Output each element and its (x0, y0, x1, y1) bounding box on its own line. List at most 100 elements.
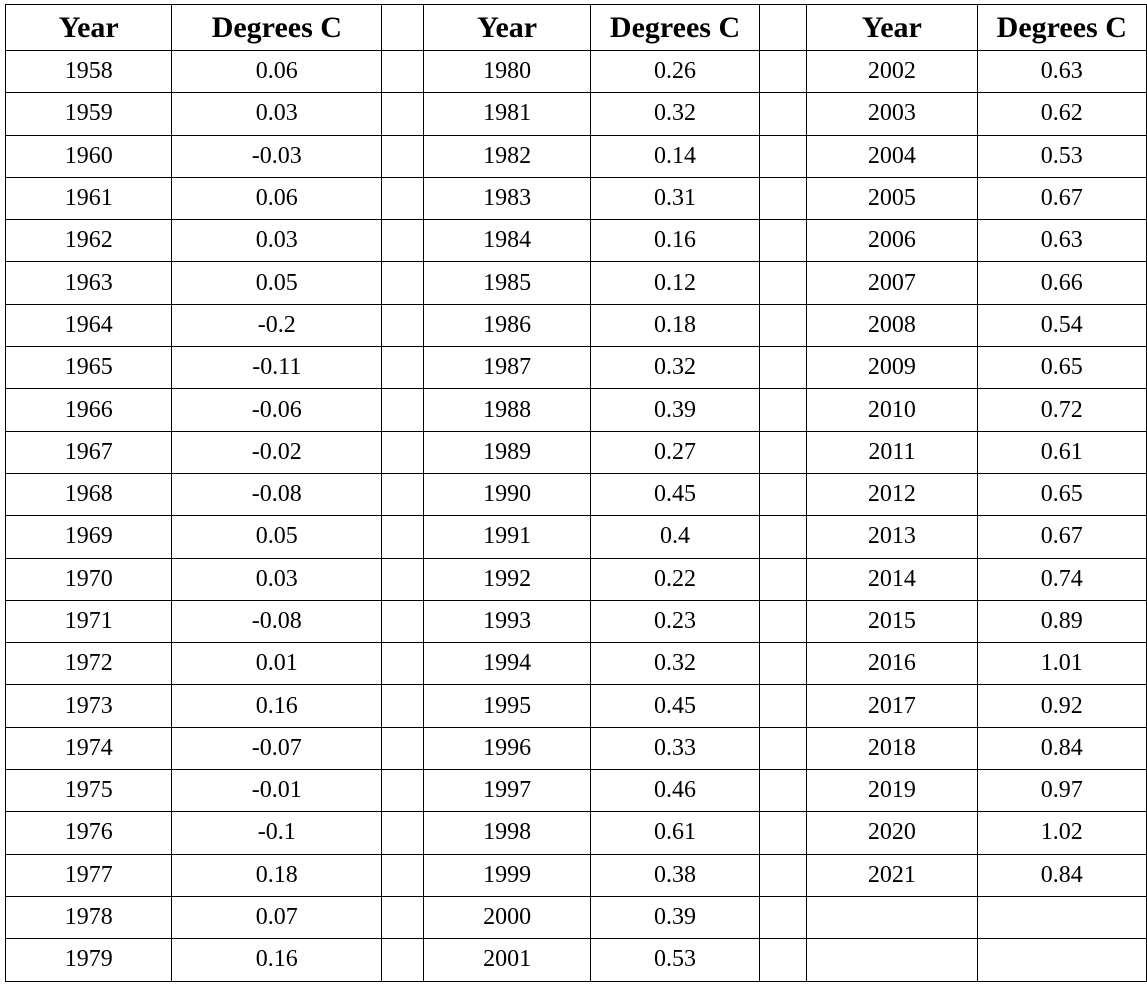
spacer-cell (759, 49, 808, 94)
year-cell: 2008 (806, 303, 978, 348)
degrees-cell: 0.97 (976, 769, 1147, 813)
spacer-cell (381, 599, 425, 644)
temperature-table: Year Degrees C Year Degrees C Year Degre… (4, 4, 1147, 982)
degrees-cell: 0.66 (976, 261, 1147, 305)
spacer-cell (759, 176, 808, 221)
degrees-header: Degrees C (589, 4, 761, 51)
degrees-cell: 0.05 (171, 515, 383, 559)
year-cell: 2004 (806, 134, 978, 178)
spacer-cell (381, 388, 425, 432)
spacer-cell (759, 895, 808, 940)
table-row: 1972 0.01 1994 0.32 2016 1.01 (4, 642, 1147, 686)
table-row: 1958 0.06 1980 0.26 2002 0.63 (4, 49, 1147, 94)
degrees-cell: -0.03 (171, 134, 383, 178)
spacer-cell (381, 176, 425, 221)
degrees-cell: 0.62 (976, 92, 1147, 136)
table-row: 1966 -0.06 1988 0.39 2010 0.72 (4, 388, 1147, 432)
degrees-cell: -0.06 (171, 388, 383, 432)
year-cell: 1960 (4, 134, 173, 178)
degrees-cell: 0.32 (589, 642, 761, 686)
spacer-cell (759, 853, 808, 897)
degrees-cell: 0.03 (171, 92, 383, 136)
degrees-cell: 0.65 (976, 346, 1147, 390)
degrees-cell: 0.67 (976, 515, 1147, 559)
spacer-cell (381, 895, 425, 940)
year-cell: 1991 (423, 515, 591, 559)
year-cell: 1984 (423, 219, 591, 263)
spacer-cell (759, 472, 808, 517)
year-cell: 2005 (806, 176, 978, 221)
year-cell: 1982 (423, 134, 591, 178)
degrees-cell: -0.11 (171, 346, 383, 390)
year-cell: 1971 (4, 599, 173, 644)
degrees-cell: 0.12 (589, 261, 761, 305)
year-cell: 1996 (423, 726, 591, 771)
table-row: 1959 0.03 1981 0.32 2003 0.62 (4, 92, 1147, 136)
year-header: Year (423, 4, 591, 51)
degrees-cell: -0.08 (171, 472, 383, 517)
year-cell: 1964 (4, 303, 173, 348)
year-cell: 1965 (4, 346, 173, 390)
degrees-cell: 0.32 (589, 92, 761, 136)
table-row: 1979 0.16 2001 0.53 (4, 938, 1147, 982)
spacer-cell (381, 261, 425, 305)
spacer-cell (381, 219, 425, 263)
year-cell: 2021 (806, 853, 978, 897)
year-cell: 2012 (806, 472, 978, 517)
spacer-cell (759, 219, 808, 263)
degrees-cell: 0.18 (589, 303, 761, 348)
table-row: 1977 0.18 1999 0.38 2021 0.84 (4, 853, 1147, 897)
year-cell: 2009 (806, 346, 978, 390)
spacer-cell (759, 515, 808, 559)
table-row: 1962 0.03 1984 0.16 2006 0.63 (4, 219, 1147, 263)
spacer-cell (381, 472, 425, 517)
degrees-cell: 0.89 (976, 599, 1147, 644)
degrees-cell: 0.27 (589, 430, 761, 474)
degrees-cell: 0.07 (171, 895, 383, 940)
year-cell: 2011 (806, 430, 978, 474)
year-cell: 1962 (4, 219, 173, 263)
spacer-cell (759, 811, 808, 855)
year-cell: 1998 (423, 811, 591, 855)
year-cell: 1977 (4, 853, 173, 897)
year-cell: 1980 (423, 49, 591, 94)
year-cell: 1993 (423, 599, 591, 644)
degrees-cell: 0.74 (976, 557, 1147, 601)
year-cell: 1983 (423, 176, 591, 221)
spacer-cell (759, 938, 808, 982)
degrees-cell: 0.46 (589, 769, 761, 813)
year-cell: 1976 (4, 811, 173, 855)
spacer-cell (381, 303, 425, 348)
degrees-cell: 0.32 (589, 346, 761, 390)
degrees-cell: 0.63 (976, 219, 1147, 263)
spacer-cell (381, 346, 425, 390)
year-cell: 1988 (423, 388, 591, 432)
year-cell: 2002 (806, 49, 978, 94)
degrees-cell: -0.1 (171, 811, 383, 855)
spacer-cell (759, 599, 808, 644)
year-cell: 1975 (4, 769, 173, 813)
year-cell: 2019 (806, 769, 978, 813)
table-row: 1974 -0.07 1996 0.33 2018 0.84 (4, 726, 1147, 771)
year-cell: 1981 (423, 92, 591, 136)
year-cell: 2016 (806, 642, 978, 686)
degrees-cell: 0.53 (589, 938, 761, 982)
year-cell: 2013 (806, 515, 978, 559)
table-row: 1969 0.05 1991 0.4 2013 0.67 (4, 515, 1147, 559)
spacer-cell (759, 346, 808, 390)
table-row: 1963 0.05 1985 0.12 2007 0.66 (4, 261, 1147, 305)
degrees-cell: 0.84 (976, 726, 1147, 771)
degrees-cell: 0.38 (589, 853, 761, 897)
degrees-cell: 0.16 (589, 219, 761, 263)
spacer-cell (381, 49, 425, 94)
degrees-cell: 0.67 (976, 176, 1147, 221)
degrees-cell: -0.01 (171, 769, 383, 813)
year-cell: 1970 (4, 557, 173, 601)
year-cell: 1986 (423, 303, 591, 348)
degrees-cell: 0.16 (171, 938, 383, 982)
spacer-cell (381, 642, 425, 686)
degrees-cell: 0.03 (171, 557, 383, 601)
spacer-cell (759, 557, 808, 601)
year-header: Year (806, 4, 978, 51)
table-row: 1975 -0.01 1997 0.46 2019 0.97 (4, 769, 1147, 813)
